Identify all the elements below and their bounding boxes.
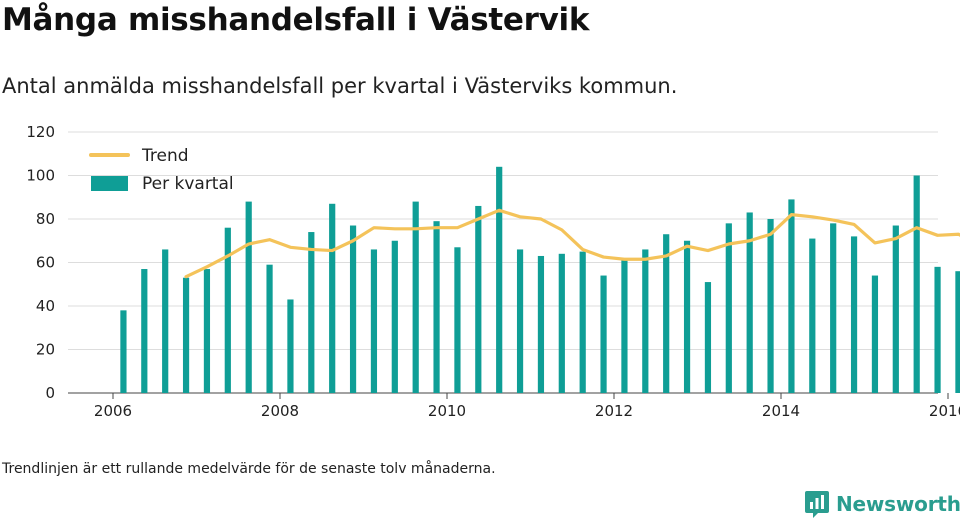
bar [725,223,732,393]
x-tick-label: 2008 [261,402,299,420]
legend-trend-label: Trend [141,146,189,166]
bar [788,199,795,393]
bar [412,201,419,393]
bar [704,282,712,393]
bar [746,212,753,393]
bar [266,264,273,393]
bar [663,234,670,393]
x-tick-label: 2010 [428,402,466,420]
bar [141,269,148,393]
bar-series [120,166,960,394]
bar [370,249,378,393]
bar [642,249,649,393]
bar [955,271,960,393]
bar [162,249,169,393]
y-tick-label: 120 [26,123,55,141]
bar [245,201,252,393]
bar [433,221,440,393]
bar [308,232,315,393]
y-tick-label: 40 [36,297,55,315]
y-tick-label: 80 [36,210,55,228]
x-tick-label: 2012 [595,402,633,420]
chart: 0 20 40 60 80 100 120 2006 2008 2010 2012 2014 2016… [26,123,960,420]
bar [182,277,190,393]
bar [454,247,461,393]
chart-subtitle: Antal anmälda misshandelsfall per kvarta… [2,74,678,98]
bar [767,219,774,393]
bar [621,258,628,393]
trend-line [184,208,960,279]
y-tick-label: 100 [26,167,55,185]
bar [224,227,231,393]
legend-bar-label: Per kvartal [142,174,234,194]
bar [120,310,127,393]
bar [349,225,357,393]
newsworthy-logo[interactable]: Newsworthy [804,489,960,519]
bar [850,236,858,393]
bar [391,240,398,393]
x-tick-label: 2014 [762,402,800,420]
brand-name: Newsworthy [836,492,960,516]
x-axis: 2006200820102012201420162018202020222024 [94,393,960,420]
bar [934,266,941,393]
bar [871,275,879,393]
footnote: Trendlinjen är ett rullande medelvärde f… [2,461,496,477]
legend-bar-swatch [91,176,128,191]
bar [537,255,545,393]
bar [203,269,211,393]
x-tick-label: 2016 [929,402,960,420]
bar [809,238,816,393]
bar [892,225,899,393]
bar [579,251,586,394]
chart-title: Många misshandelsfall i Västervik [2,2,590,38]
y-tick-label: 60 [36,254,55,272]
newsworthy-bars-icon [805,491,829,518]
y-tick-label: 0 [45,384,55,402]
x-tick-label: 2006 [94,402,132,420]
bar [683,240,691,393]
bar [516,249,524,393]
bar [558,253,565,393]
y-tick-label: 20 [36,341,55,359]
bar [600,275,607,393]
bar [830,223,837,393]
bar [475,205,482,393]
bar [496,166,503,393]
bar [913,175,920,393]
legend: Trend Per kvartal [89,146,234,194]
bar [287,299,294,393]
bar [329,203,336,393]
